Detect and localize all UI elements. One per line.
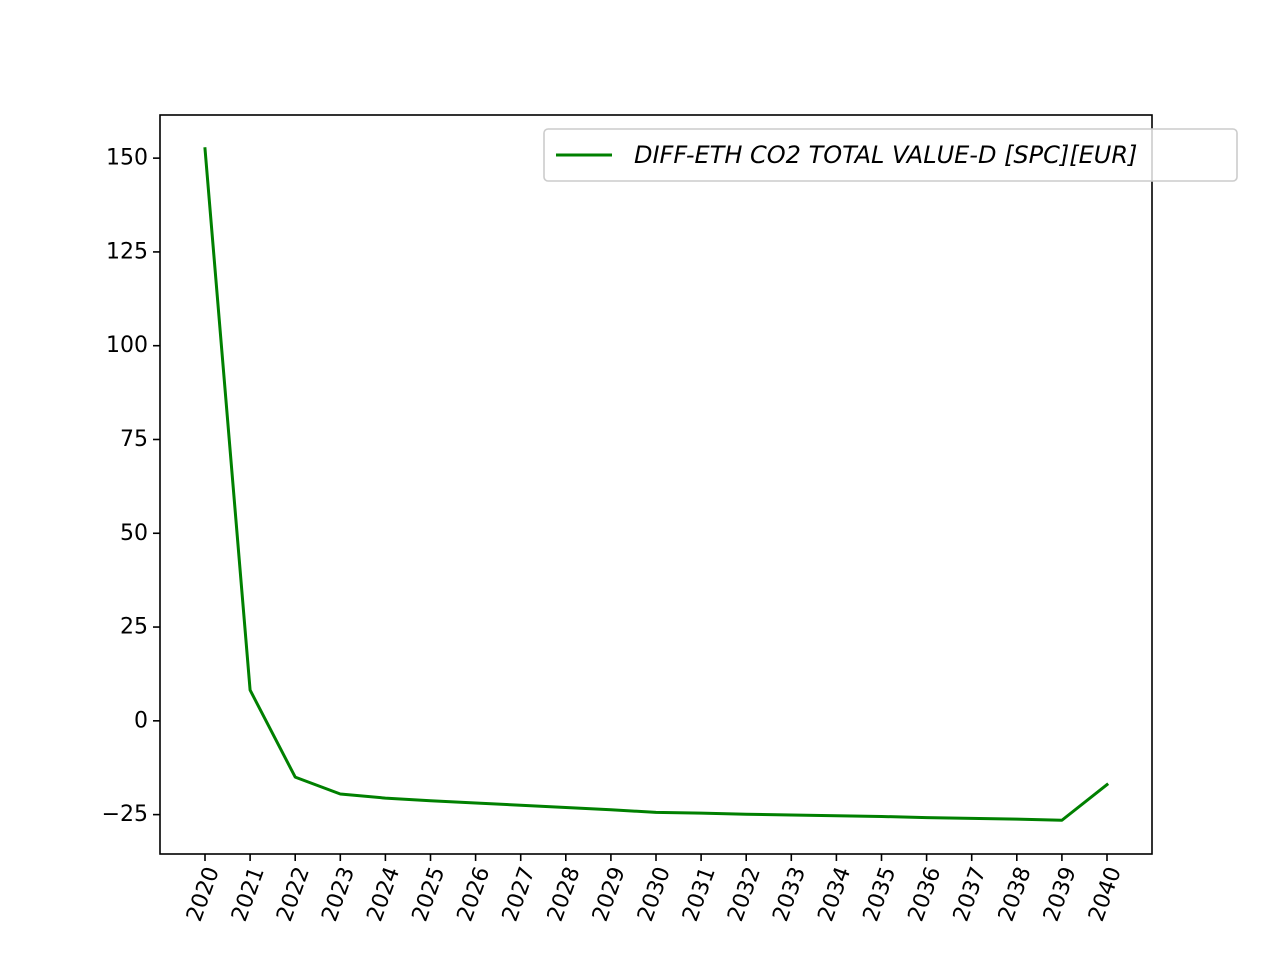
- y-tick-label: 100: [106, 333, 148, 358]
- y-tick-label: 25: [120, 615, 148, 640]
- x-tick-label: 2028: [543, 864, 586, 925]
- x-tick-label: 2036: [904, 864, 947, 925]
- y-tick-label: 0: [134, 708, 148, 733]
- x-tick-label: 2024: [363, 864, 406, 925]
- y-axis: −25 0 25 50 75 100 125 150: [102, 146, 160, 827]
- x-tick-label: 2040: [1084, 864, 1127, 925]
- x-tick-label: 2033: [768, 864, 811, 925]
- series-line: [203, 147, 1110, 822]
- x-tick-label: 2030: [633, 864, 676, 925]
- x-tick-label: 2027: [498, 864, 541, 925]
- plot-area: [160, 115, 1152, 854]
- x-tick-label: 2025: [408, 864, 451, 925]
- x-tick-label: 2020: [182, 864, 225, 925]
- x-tick-label: 2032: [723, 864, 766, 925]
- legend-box: [543, 128, 1238, 182]
- y-tick-label: −25: [102, 802, 148, 827]
- x-tick-label: 2022: [272, 864, 315, 925]
- x-tick-label: 2039: [1039, 864, 1082, 925]
- plot-frame: [159, 114, 1153, 855]
- y-tick-label: 150: [106, 146, 148, 171]
- x-tick-label: 2034: [814, 864, 857, 925]
- x-tick-label: 2026: [453, 864, 496, 925]
- y-tick-label: 75: [120, 427, 148, 452]
- axes-frame: [159, 114, 1153, 855]
- y-tick-label: 125: [106, 239, 148, 264]
- legend: DIFF-ETH CO2 TOTAL VALUE-D [SPC][EUR]: [543, 128, 1238, 182]
- legend-label: DIFF-ETH CO2 TOTAL VALUE-D [SPC][EUR]: [634, 141, 1137, 169]
- x-axis: 2020 2021 2022 2023 2024 2025 2026 2027 2028 2029…: [182, 854, 1127, 925]
- plot-background: [160, 115, 1152, 854]
- x-tick-label: 2035: [859, 864, 902, 925]
- x-tick-label: 2021: [227, 864, 270, 925]
- x-tick-label: 2023: [317, 864, 360, 925]
- y-tick-label: 50: [120, 521, 148, 546]
- x-tick-label: 2037: [949, 864, 992, 925]
- x-tick-label: 2031: [678, 864, 721, 925]
- x-tick-label: 2038: [994, 864, 1037, 925]
- series-layer: [203, 147, 1110, 822]
- x-tick-label: 2029: [588, 864, 631, 925]
